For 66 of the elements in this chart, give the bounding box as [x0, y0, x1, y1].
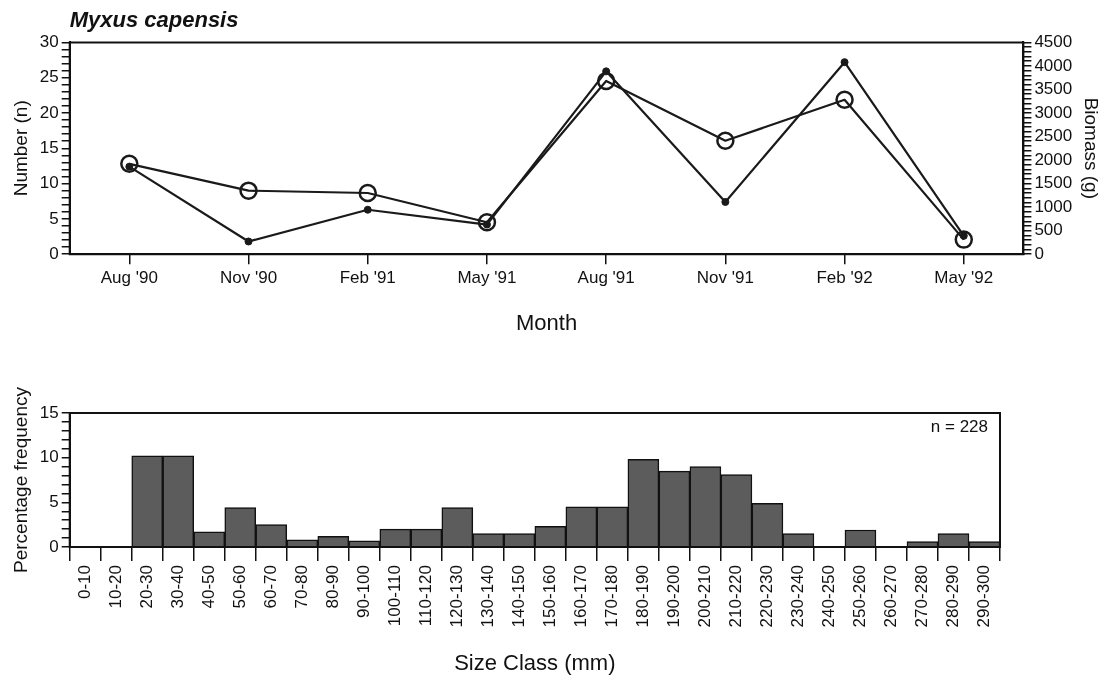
x-tick-label: Aug '90	[100, 268, 158, 288]
x-tick-label: May '91	[457, 268, 517, 288]
x-tick-label: 30-40	[167, 565, 187, 609]
x-tick-label: 20-30	[136, 565, 156, 609]
y-tick-label: 10	[39, 447, 59, 467]
y-tick-label: 30	[39, 32, 59, 52]
x-tick-label: 70-80	[291, 565, 311, 609]
x-tick-label: 250-260	[850, 565, 870, 628]
y2-tick-label: 1000	[1034, 196, 1073, 216]
x-tick-label: 150-160	[540, 565, 560, 628]
x-tick-label: 220-230	[757, 565, 777, 628]
x-tick-label: Nov '91	[696, 268, 754, 288]
x-tick-label: 120-130	[447, 565, 467, 628]
y2-tick-label: 2000	[1034, 149, 1073, 169]
y2-tick-label: 1500	[1034, 173, 1073, 193]
x-tick-label: 130-140	[478, 565, 498, 628]
x-tick-label: 90-100	[353, 565, 373, 618]
x-tick-label: 190-200	[664, 565, 684, 628]
x-tick-label: 230-240	[788, 565, 808, 628]
y2-tick-label: 3500	[1034, 79, 1073, 99]
x-tick-label: 40-50	[198, 565, 218, 609]
annotation: n = 228	[930, 417, 988, 437]
y-axis-title: Number (n)	[9, 100, 31, 197]
y2-tick-label: 0	[1034, 243, 1044, 263]
x-axis-title: Size Class (mm)	[454, 649, 616, 675]
y-axis-title: Percentage frequency	[9, 386, 31, 573]
x-axis-title: Month	[515, 309, 578, 335]
x-tick-label: 240-250	[819, 565, 839, 628]
x-tick-label: 170-180	[602, 565, 622, 628]
x-tick-label: 80-90	[322, 565, 342, 609]
y2-axis-title: Biomass (g)	[1081, 97, 1103, 199]
y2-tick-label: 4500	[1034, 32, 1073, 52]
x-tick-label: Feb '91	[339, 268, 396, 288]
y-tick-label: 20	[39, 102, 59, 122]
x-tick-label: Feb '92	[816, 268, 873, 288]
x-tick-label: 140-150	[509, 565, 529, 628]
y-tick-label: 15	[39, 402, 59, 422]
x-tick-label: 290-300	[974, 565, 994, 628]
x-tick-label: 280-290	[943, 565, 963, 628]
x-tick-label: Aug '91	[577, 268, 635, 288]
x-tick-label: 260-270	[881, 565, 901, 628]
x-tick-label: 10-20	[105, 565, 125, 609]
x-tick-label: 0-10	[74, 565, 94, 600]
chart-title: Myxus capensis	[69, 7, 239, 33]
y-tick-label: 0	[49, 536, 59, 556]
y2-tick-label: 4000	[1034, 55, 1073, 75]
x-tick-label: 100-110	[385, 565, 404, 627]
x-tick-label: 270-280	[912, 565, 932, 628]
x-tick-label: 160-170	[571, 565, 591, 628]
y-tick-label: 0	[49, 243, 59, 263]
y-tick-label: 10	[39, 173, 59, 193]
y-tick-label: 15	[39, 137, 59, 157]
y-tick-label: 5	[49, 208, 59, 228]
y2-tick-label: 500	[1034, 220, 1063, 240]
x-tick-label: Nov '90	[219, 268, 278, 288]
y-tick-label: 25	[39, 67, 59, 87]
x-tick-label: 60-70	[260, 565, 280, 609]
y-tick-label: 5	[49, 492, 59, 512]
x-tick-label: 110-120	[416, 565, 436, 627]
x-tick-label: 210-220	[726, 565, 746, 628]
x-tick-label: May '92	[934, 268, 994, 288]
x-tick-label: 180-190	[633, 565, 653, 628]
x-tick-label: 50-60	[229, 565, 249, 609]
y2-tick-label: 3000	[1034, 102, 1073, 122]
x-tick-label: 200-210	[695, 565, 715, 628]
y2-tick-label: 2500	[1034, 126, 1073, 146]
